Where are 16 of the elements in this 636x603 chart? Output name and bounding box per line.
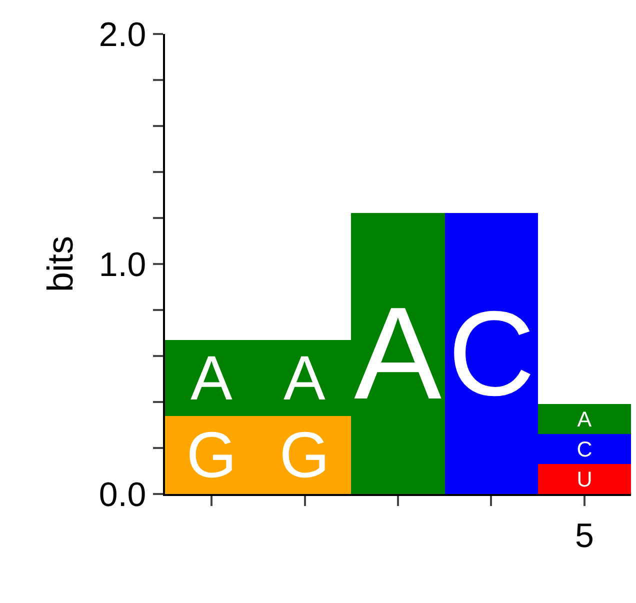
series-label: C <box>576 437 592 462</box>
y-tick-label: 2.0 <box>98 16 146 54</box>
series-label: G <box>186 419 237 492</box>
y-tick-label: 0.0 <box>98 476 146 514</box>
y-tick-label: 1.0 <box>98 246 146 284</box>
x-tick-label: 5 <box>574 516 594 555</box>
text: A <box>354 279 442 426</box>
y-axis-title: bits <box>39 236 80 292</box>
text: A <box>283 344 326 414</box>
text: C <box>448 286 535 421</box>
bar <box>538 464 631 494</box>
text: A <box>577 407 592 432</box>
bar <box>538 404 631 434</box>
text: G <box>279 419 330 492</box>
series-label: A <box>190 344 232 414</box>
series-label: U <box>576 467 592 492</box>
